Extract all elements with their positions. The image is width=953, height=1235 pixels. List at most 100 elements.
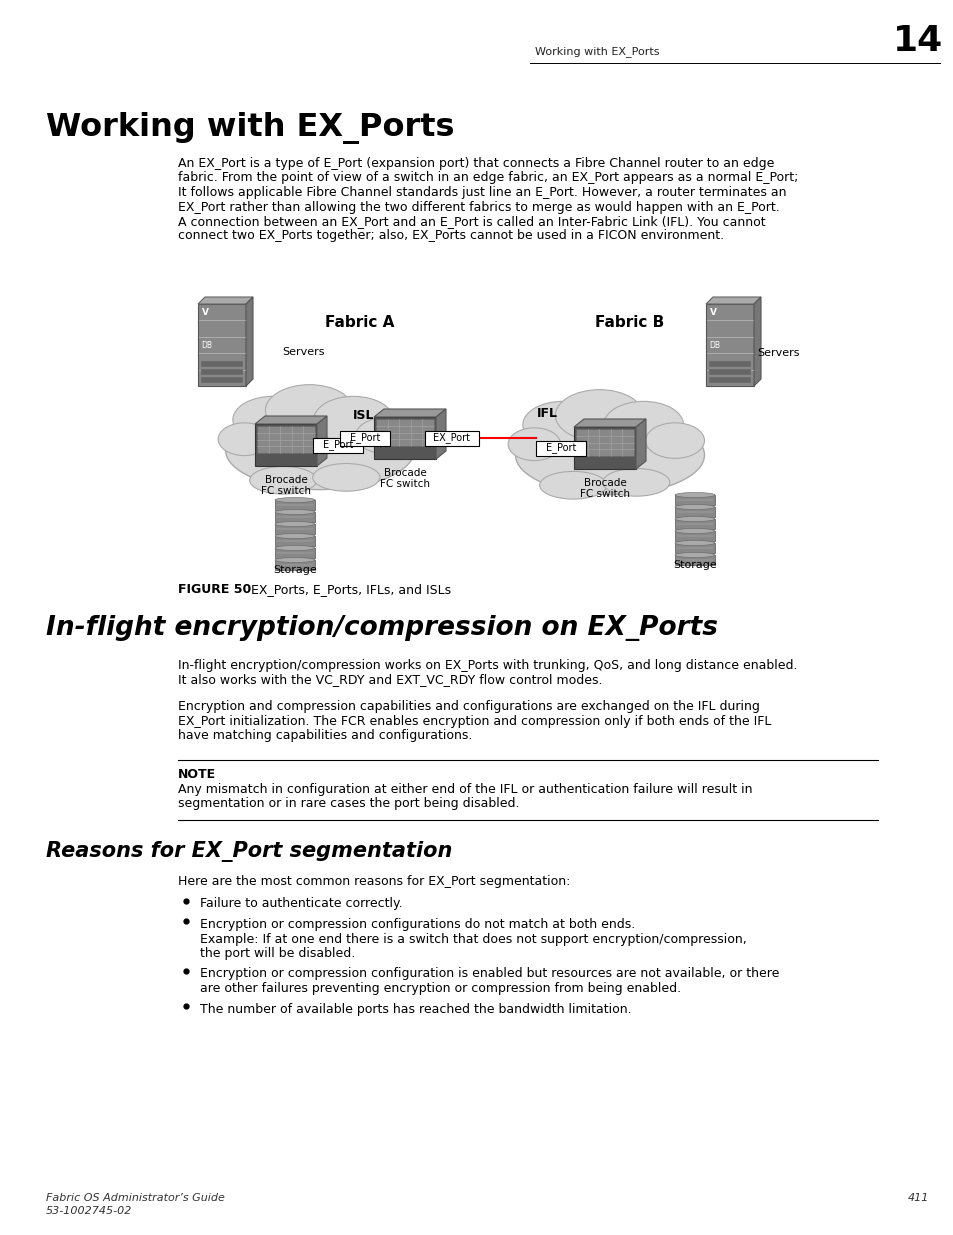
- Polygon shape: [374, 409, 446, 417]
- FancyBboxPatch shape: [708, 369, 750, 375]
- FancyBboxPatch shape: [705, 304, 753, 387]
- Text: 14: 14: [892, 23, 943, 58]
- Text: Fabric A: Fabric A: [325, 315, 395, 330]
- Text: fabric. From the point of view of a switch in an edge fabric, an EX_Port appears: fabric. From the point of view of a swit…: [178, 172, 798, 184]
- Ellipse shape: [250, 467, 316, 494]
- Polygon shape: [254, 416, 327, 424]
- FancyBboxPatch shape: [675, 508, 714, 517]
- FancyBboxPatch shape: [574, 427, 636, 469]
- Text: Storage: Storage: [273, 564, 316, 576]
- Text: Reasons for EX_Port segmentation: Reasons for EX_Port segmentation: [46, 841, 452, 862]
- FancyBboxPatch shape: [675, 555, 714, 564]
- Text: ISL: ISL: [353, 409, 375, 422]
- Text: NOTE: NOTE: [178, 767, 216, 781]
- Text: Encryption and compression capabilities and configurations are exchanged on the : Encryption and compression capabilities …: [178, 700, 760, 713]
- Text: Example: If at one end there is a switch that does not support encryption/compre: Example: If at one end there is a switch…: [200, 932, 746, 946]
- Polygon shape: [436, 409, 446, 459]
- Ellipse shape: [274, 498, 314, 503]
- Ellipse shape: [314, 396, 393, 443]
- Ellipse shape: [675, 541, 714, 546]
- Ellipse shape: [555, 390, 643, 441]
- Polygon shape: [316, 416, 327, 466]
- Text: Encryption or compression configuration is enabled but resources are not availab: Encryption or compression configuration …: [200, 967, 779, 981]
- FancyBboxPatch shape: [274, 500, 314, 510]
- Ellipse shape: [645, 422, 703, 458]
- Text: Brocade: Brocade: [583, 478, 626, 488]
- Text: Storage: Storage: [673, 559, 716, 571]
- FancyBboxPatch shape: [424, 431, 478, 446]
- FancyBboxPatch shape: [313, 437, 363, 452]
- FancyBboxPatch shape: [374, 417, 436, 459]
- Ellipse shape: [265, 384, 354, 436]
- Text: Working with EX_Ports: Working with EX_Ports: [46, 112, 454, 144]
- Text: Servers: Servers: [282, 347, 324, 357]
- Ellipse shape: [675, 552, 714, 557]
- Text: FC switch: FC switch: [261, 487, 311, 496]
- Text: E_Port: E_Port: [545, 442, 576, 453]
- FancyBboxPatch shape: [201, 361, 243, 367]
- Text: FIGURE 50: FIGURE 50: [178, 583, 251, 597]
- Text: In-flight encryption/compression on EX_Ports: In-flight encryption/compression on EX_P…: [46, 615, 718, 641]
- FancyBboxPatch shape: [339, 431, 390, 446]
- Text: EX_Port: EX_Port: [433, 432, 470, 443]
- Text: A connection between an EX_Port and an E_Port is called an Inter-Fabric Link (IF: A connection between an EX_Port and an E…: [178, 215, 765, 228]
- Text: Brocade: Brocade: [264, 475, 307, 485]
- Ellipse shape: [274, 534, 314, 538]
- Text: Any mismatch in configuration at either end of the IFL or authentication failure: Any mismatch in configuration at either …: [178, 783, 752, 795]
- FancyBboxPatch shape: [375, 419, 434, 446]
- FancyBboxPatch shape: [675, 543, 714, 553]
- Text: Here are the most common reasons for EX_Port segmentation:: Here are the most common reasons for EX_…: [178, 876, 570, 888]
- FancyBboxPatch shape: [675, 531, 714, 541]
- Text: are other failures preventing encryption or compression from being enabled.: are other failures preventing encryption…: [200, 982, 680, 995]
- Ellipse shape: [355, 417, 414, 453]
- Text: FC switch: FC switch: [579, 489, 629, 499]
- Ellipse shape: [508, 427, 560, 461]
- Text: It also works with the VC_RDY and EXT_VC_RDY flow control modes.: It also works with the VC_RDY and EXT_VC…: [178, 673, 602, 687]
- Text: Brocade: Brocade: [383, 468, 426, 478]
- Ellipse shape: [313, 463, 379, 492]
- Text: It follows applicable Fibre Channel standards just line an E_Port. However, a ro: It follows applicable Fibre Channel stan…: [178, 186, 785, 199]
- Text: Failure to authenticate correctly.: Failure to authenticate correctly.: [200, 898, 402, 910]
- Ellipse shape: [602, 468, 669, 496]
- Text: In-flight encryption/compression works on EX_Ports with trunking, QoS, and long : In-flight encryption/compression works o…: [178, 659, 797, 672]
- Text: have matching capabilities and configurations.: have matching capabilities and configura…: [178, 729, 472, 742]
- Text: EX_Ports, E_Ports, IFLs, and ISLs: EX_Ports, E_Ports, IFLs, and ISLs: [234, 583, 451, 597]
- Text: DB: DB: [201, 341, 212, 350]
- Ellipse shape: [675, 505, 714, 510]
- Text: the port will be disabled.: the port will be disabled.: [200, 947, 355, 960]
- Polygon shape: [198, 296, 253, 304]
- FancyBboxPatch shape: [254, 424, 316, 466]
- FancyBboxPatch shape: [536, 441, 585, 456]
- Ellipse shape: [274, 510, 314, 515]
- Polygon shape: [753, 296, 760, 387]
- Text: E_Port: E_Port: [350, 432, 380, 443]
- Ellipse shape: [603, 401, 682, 448]
- Ellipse shape: [675, 529, 714, 534]
- Text: EX_Port rather than allowing the two different fabrics to merge as would happen : EX_Port rather than allowing the two dif…: [178, 200, 779, 214]
- Polygon shape: [574, 419, 645, 427]
- Text: An EX_Port is a type of E_Port (expansion port) that connects a Fibre Channel ro: An EX_Port is a type of E_Port (expansio…: [178, 157, 774, 170]
- FancyBboxPatch shape: [708, 377, 750, 383]
- Text: V: V: [202, 308, 209, 317]
- FancyBboxPatch shape: [274, 559, 314, 571]
- FancyBboxPatch shape: [274, 536, 314, 546]
- Ellipse shape: [675, 493, 714, 498]
- Text: Fabric OS Administrator’s Guide: Fabric OS Administrator’s Guide: [46, 1193, 225, 1203]
- Text: EX_Port initialization. The FCR enables encryption and compression only if both : EX_Port initialization. The FCR enables …: [178, 715, 771, 727]
- FancyBboxPatch shape: [708, 361, 750, 367]
- Polygon shape: [636, 419, 645, 469]
- Text: The number of available ports has reached the bandwidth limitation.: The number of available ports has reache…: [200, 1003, 631, 1015]
- Ellipse shape: [274, 546, 314, 551]
- FancyBboxPatch shape: [274, 548, 314, 558]
- Ellipse shape: [274, 521, 314, 526]
- Text: E_Port: E_Port: [322, 440, 353, 451]
- Text: Fabric B: Fabric B: [595, 315, 664, 330]
- FancyBboxPatch shape: [201, 369, 243, 375]
- FancyBboxPatch shape: [198, 304, 246, 387]
- FancyBboxPatch shape: [274, 524, 314, 534]
- FancyBboxPatch shape: [675, 495, 714, 505]
- Text: 411: 411: [907, 1193, 928, 1203]
- Text: DB: DB: [708, 341, 720, 350]
- Text: segmentation or in rare cases the port being disabled.: segmentation or in rare cases the port b…: [178, 797, 519, 810]
- FancyBboxPatch shape: [201, 377, 243, 383]
